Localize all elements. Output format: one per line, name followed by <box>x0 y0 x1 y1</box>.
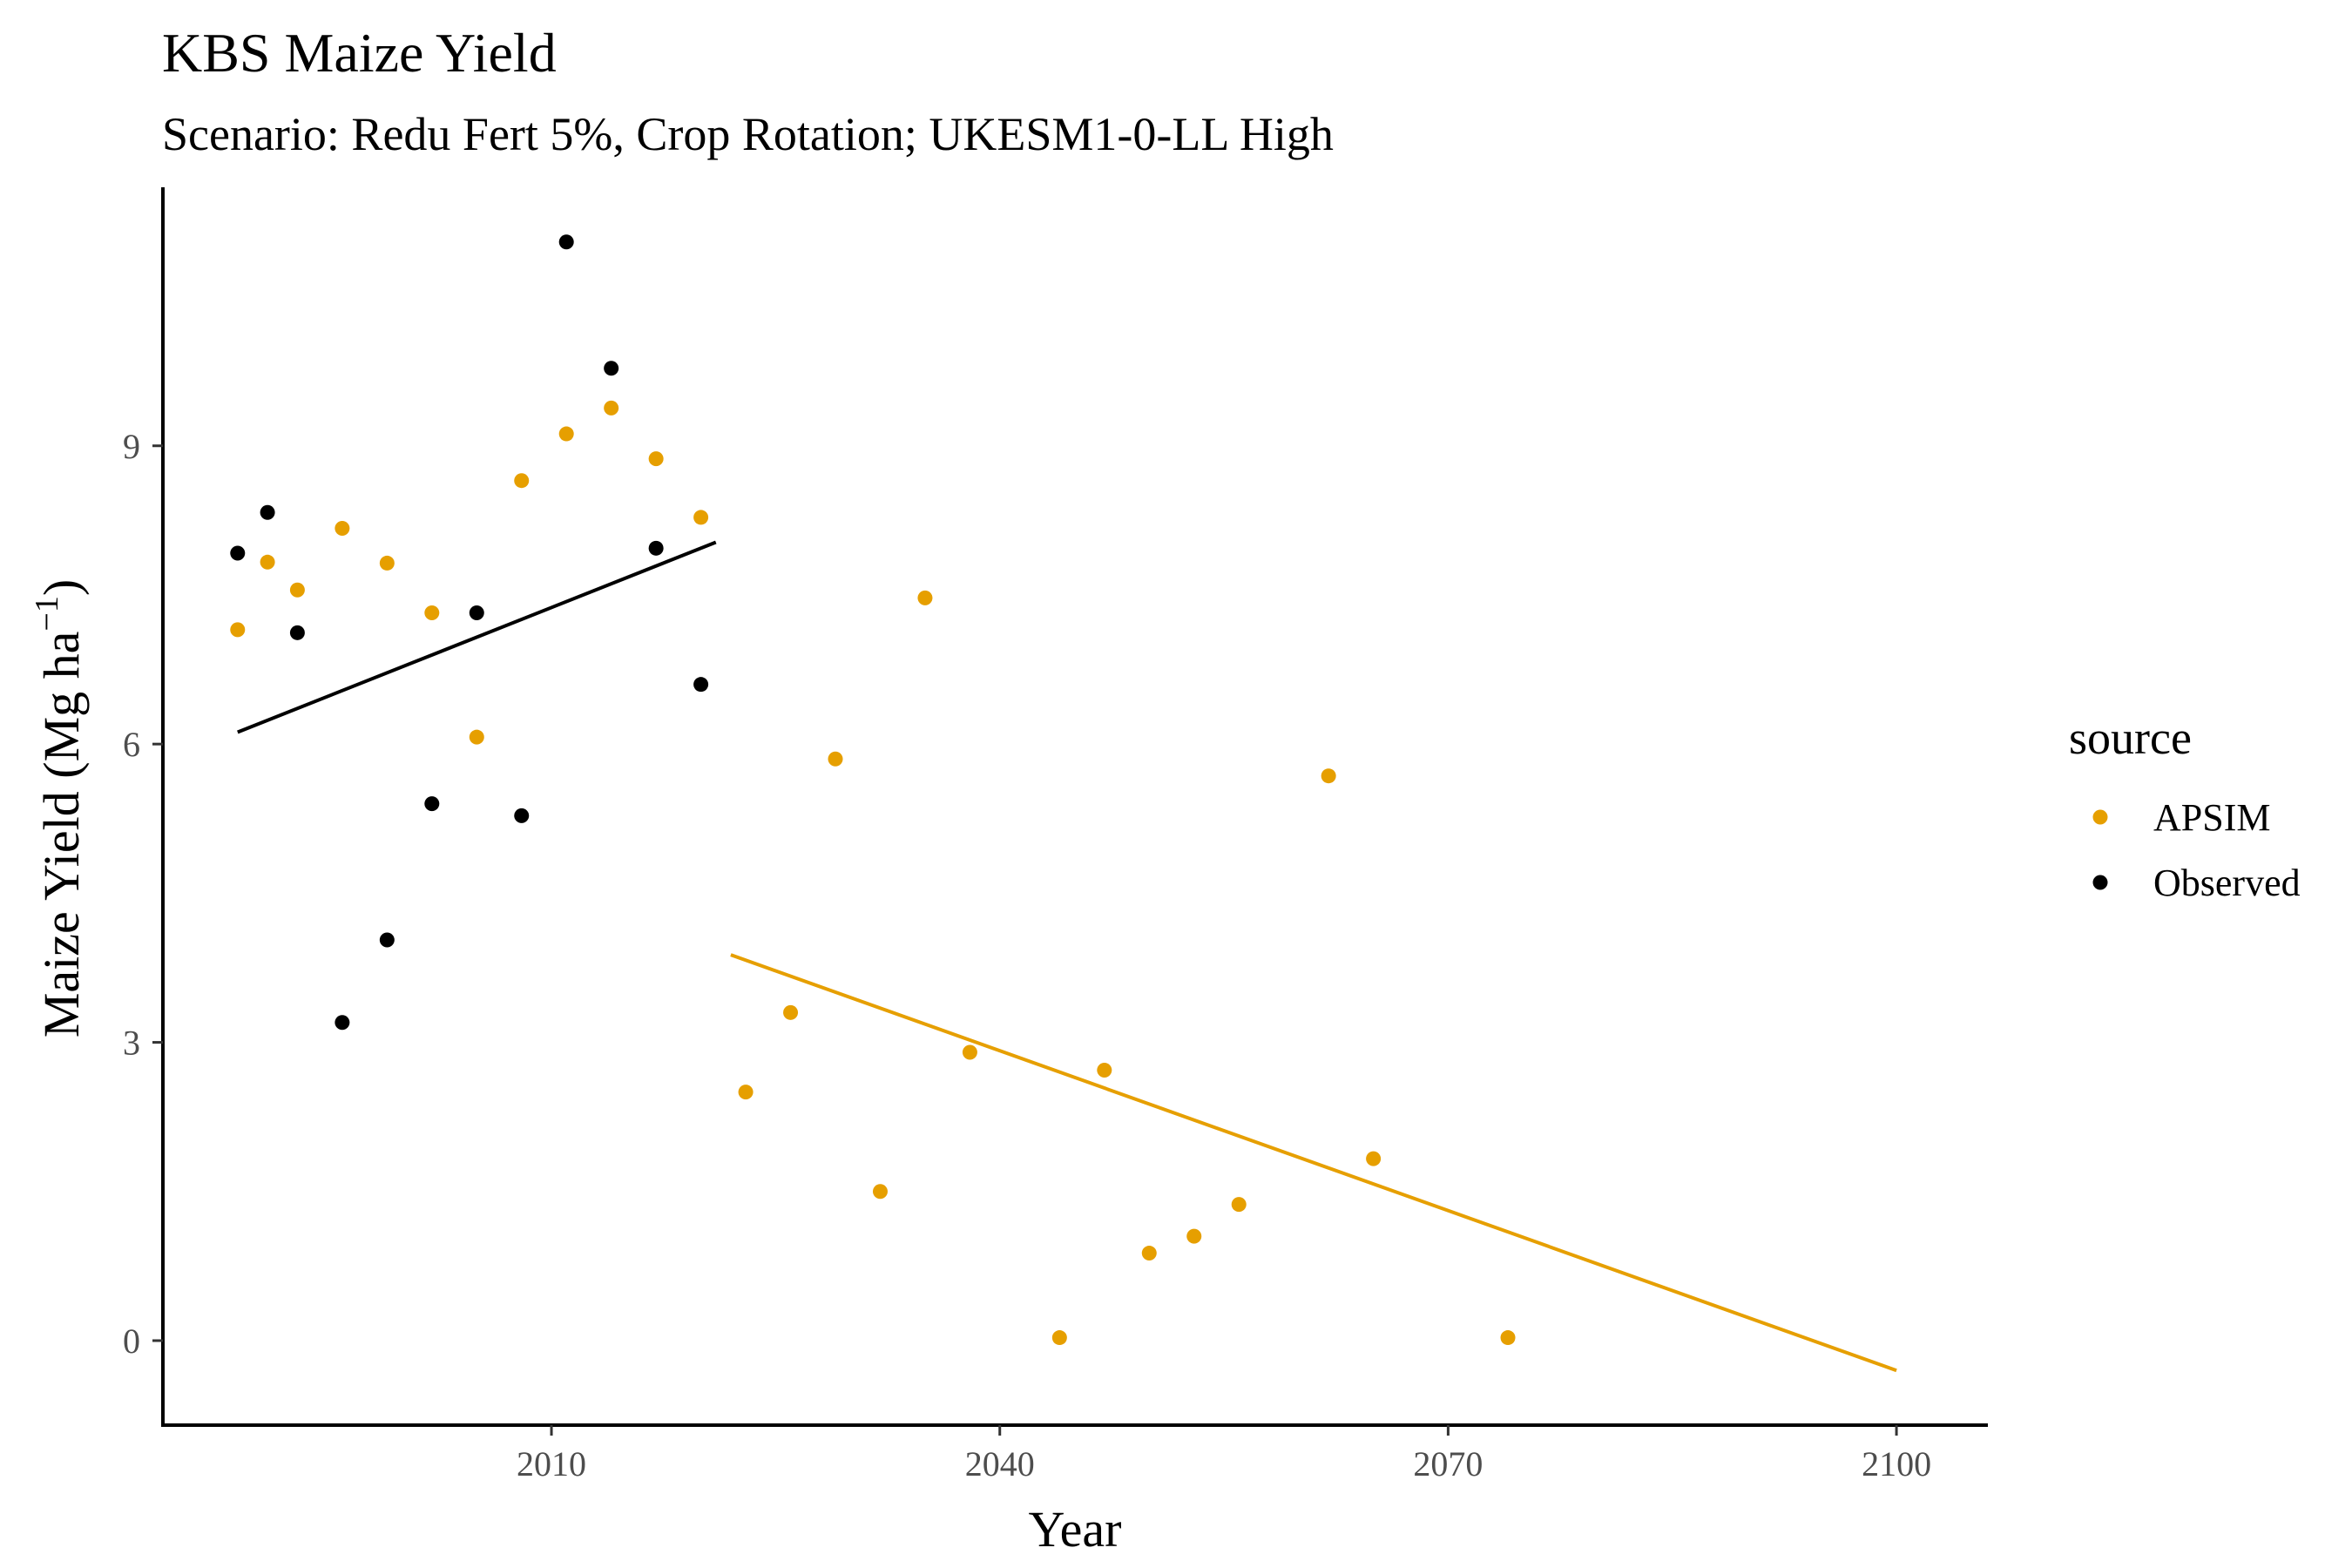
apsim-point <box>693 510 709 525</box>
chart-title: KBS Maize Yield <box>162 22 557 84</box>
apsim-point <box>738 1085 754 1100</box>
x-tick-label: 2100 <box>1862 1444 1931 1484</box>
observed-point <box>558 234 574 250</box>
apsim-point <box>1321 768 1336 784</box>
observed-point <box>379 932 395 948</box>
observed-point <box>514 808 530 823</box>
apsim-point <box>230 622 246 638</box>
apsim-point <box>1051 1330 1067 1346</box>
y-axis-title-exponent: −1 <box>29 596 65 631</box>
apsim-point <box>828 751 843 767</box>
observed-point <box>289 625 305 640</box>
apsim-point <box>1500 1330 1516 1346</box>
legend: APSIM Observed <box>2092 796 2301 904</box>
apsim-point <box>1097 1063 1112 1078</box>
observed-point <box>693 677 709 693</box>
apsim-point <box>469 729 484 745</box>
x-tick-label: 2040 <box>965 1444 1035 1484</box>
y-ticks: 0 3 6 9 <box>123 427 163 1361</box>
y-axis-title-main: Maize Yield (Mg ha <box>33 632 90 1038</box>
y-tick-label: 9 <box>123 427 140 466</box>
apsim-point <box>514 473 530 489</box>
observed-point <box>424 796 440 812</box>
apsim-point <box>424 605 440 621</box>
observed-point <box>260 504 275 520</box>
legend-apsim-key <box>2092 809 2108 825</box>
apsim-point <box>1366 1151 1382 1166</box>
x-ticks: 2010 2040 2070 2100 <box>517 1425 1931 1484</box>
apsim-point <box>872 1184 888 1200</box>
observed-trend-line <box>237 540 717 734</box>
legend-observed-key <box>2092 875 2108 890</box>
observed-point <box>648 540 664 556</box>
y-tick-label: 6 <box>123 725 140 764</box>
apsim-point <box>1186 1228 1202 1244</box>
y-tick-label: 0 <box>123 1321 140 1361</box>
chart-subtitle: Scenario: Redu Fert 5%, Crop Rotation; U… <box>162 108 1334 160</box>
legend-apsim-label: APSIM <box>2153 796 2271 839</box>
observed-point <box>335 1015 350 1031</box>
apsim-point <box>962 1044 977 1060</box>
apsim-point <box>289 582 305 598</box>
apsim-point <box>379 555 395 571</box>
apsim-point <box>335 520 350 536</box>
legend-title: source <box>2069 712 2192 764</box>
observed-point <box>604 361 619 376</box>
observed-point <box>230 545 246 561</box>
legend-observed-label: Observed <box>2153 862 2301 904</box>
plot-area <box>230 234 1897 1373</box>
x-axis-title: Year <box>1029 1501 1122 1558</box>
observed-point <box>469 605 484 621</box>
apsim-point <box>558 426 574 442</box>
y-axis-title-close: ) <box>33 579 90 596</box>
apsim-trend-line <box>730 953 1897 1373</box>
x-tick-label: 2010 <box>517 1444 586 1484</box>
apsim-point <box>604 400 619 416</box>
x-tick-label: 2070 <box>1413 1444 1483 1484</box>
apsim-point <box>1141 1246 1157 1261</box>
apsim-point <box>917 590 933 605</box>
apsim-point <box>260 554 275 570</box>
y-axis-title: Maize Yield (Mg ha−1) <box>29 579 90 1037</box>
apsim-point <box>648 451 664 467</box>
y-tick-label: 3 <box>123 1024 140 1063</box>
apsim-point <box>783 1004 799 1020</box>
apsim-point <box>1231 1197 1247 1213</box>
